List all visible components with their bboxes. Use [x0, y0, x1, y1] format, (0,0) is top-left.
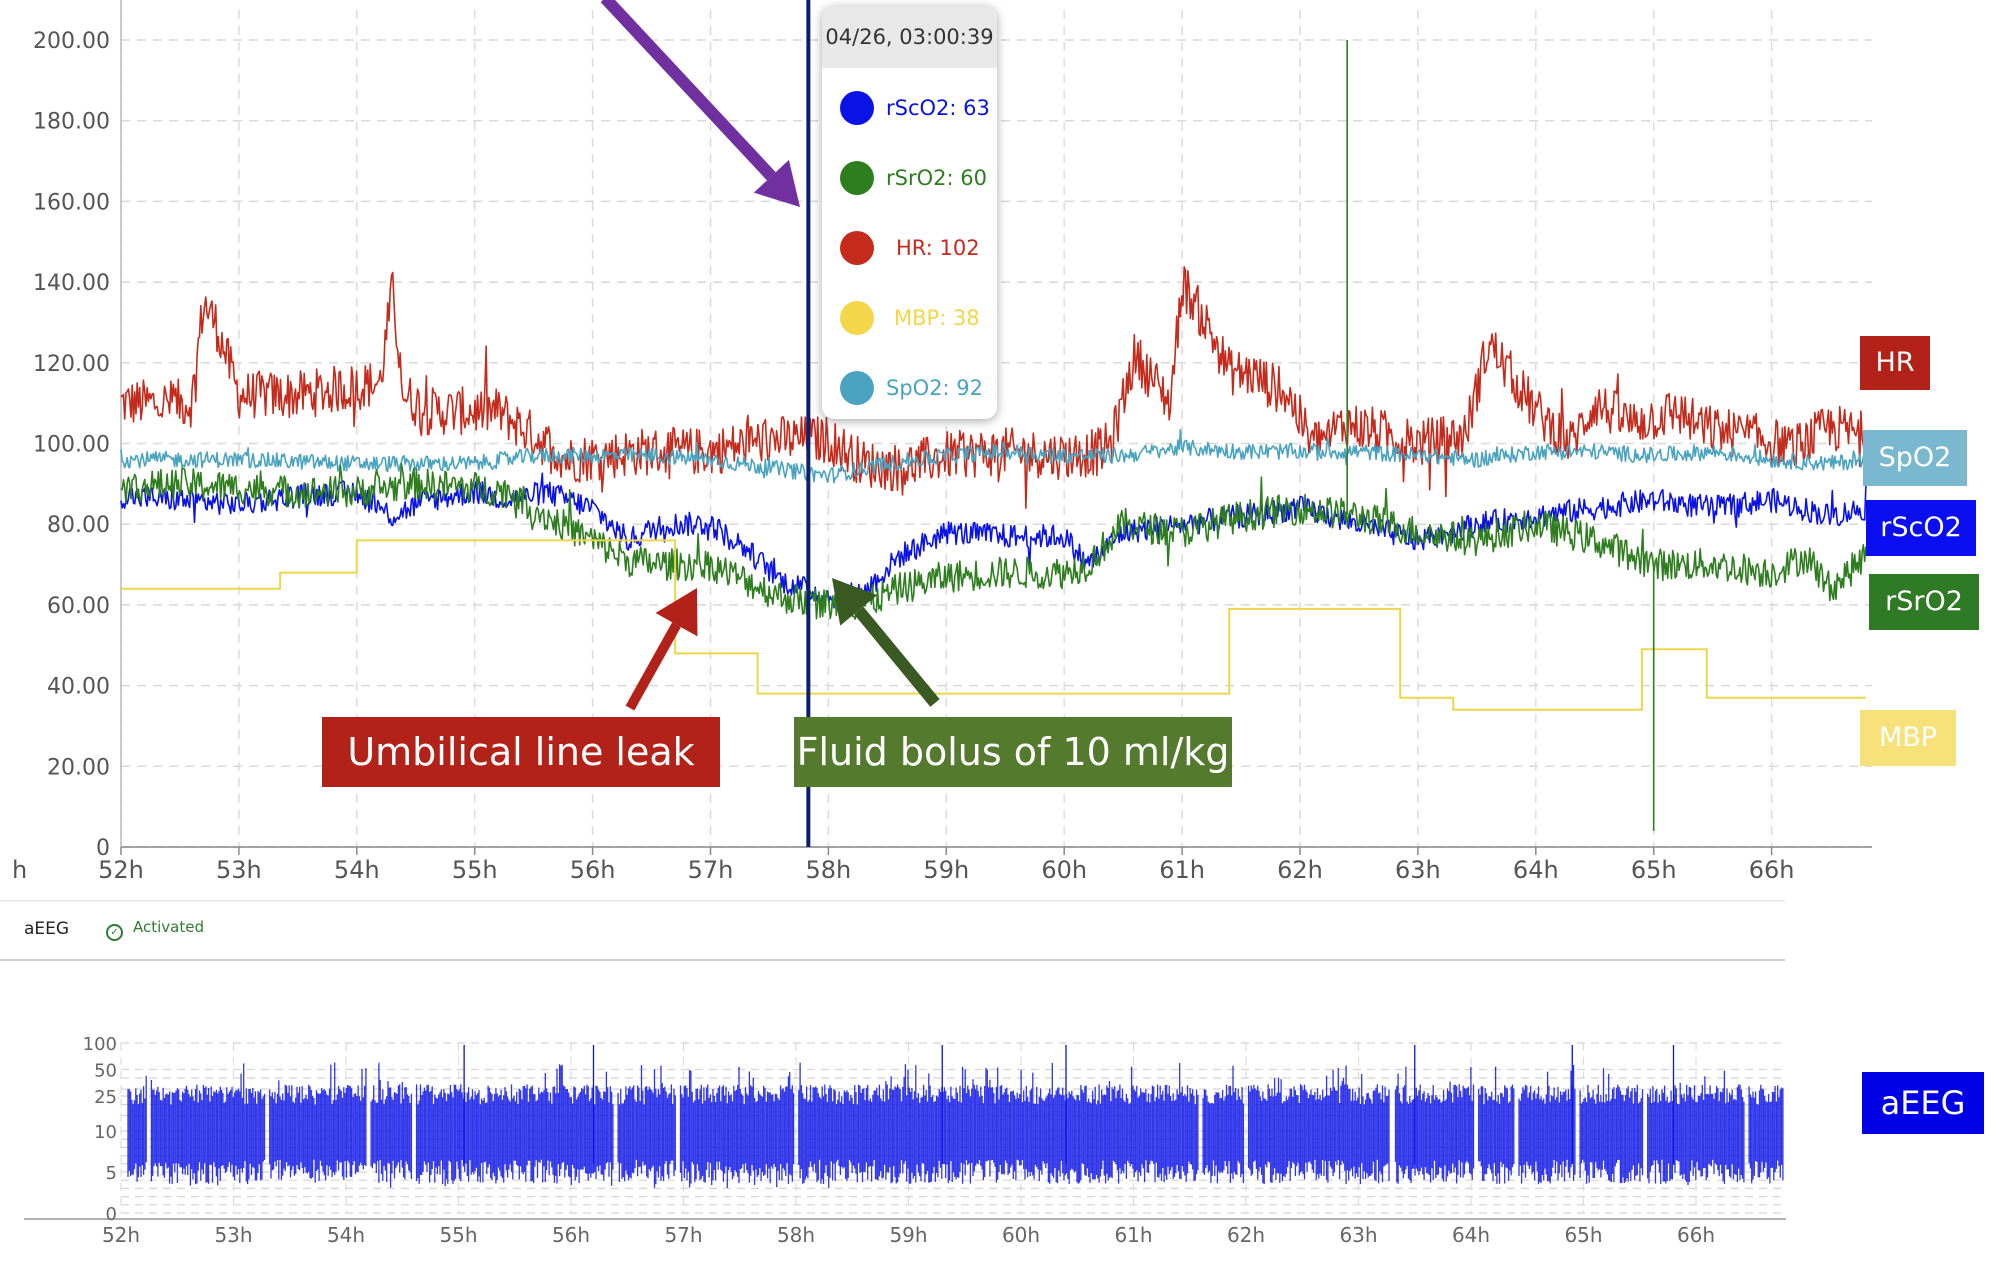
y-tick-label: 0	[96, 836, 110, 861]
green-arrow-shaft	[854, 606, 940, 707]
y-tick-label: 140.00	[33, 271, 110, 296]
aeeg-panel-title: aEEG	[24, 919, 70, 939]
x-tick-label: 58h	[806, 856, 852, 884]
aeeg-chart: 0 5 10 25 50 100 52h 53h 54h 55h 56h 57h 58h 59h 60h 61…	[24, 1034, 1786, 1247]
aeeg-x-tick-label: 55h	[439, 1223, 477, 1247]
aeeg-x-tick-label: 59h	[889, 1223, 927, 1247]
aeeg-x-tick-label: 56h	[552, 1223, 590, 1247]
y-tick-label: 40.00	[47, 675, 110, 700]
x-tick-label: 66h	[1749, 856, 1795, 884]
rsro2-dot-icon	[840, 161, 874, 195]
y-tick-label: 200.00	[33, 29, 110, 54]
check-circle-icon: ✓	[106, 924, 123, 941]
x-tick-label: 56h	[570, 856, 616, 884]
aeeg-y-tick-label: 10	[94, 1122, 117, 1143]
rsco2-dot-icon	[840, 91, 874, 125]
aeeg-header-divider	[0, 900, 1785, 961]
x-tick-label: 62h	[1277, 856, 1323, 884]
y-tick-label: 60.00	[47, 594, 110, 619]
tooltip-timestamp: 04/26, 03:00:39	[822, 6, 997, 68]
main-series-lines	[120, 40, 1867, 831]
tooltip-label: HR: 102	[896, 236, 980, 260]
aeeg-x-tick-label: 66h	[1677, 1223, 1715, 1247]
aeeg-x-tick-label: 65h	[1564, 1223, 1602, 1247]
tooltip-label: SpO2: 92	[886, 376, 984, 400]
aeeg-x-tick-label: 58h	[777, 1223, 815, 1247]
series-line-rsco2	[120, 472, 1867, 611]
aeeg-y-tick-label: 100	[83, 1034, 117, 1055]
aeeg-status-badge: ✓ Activated	[106, 918, 204, 941]
series-line-mbp	[121, 539, 1866, 711]
main-chart: 0 20.00 40.00 60.00 80.00 100.00 120.00 140.00 1…	[12, 0, 1872, 884]
series-line-spo2	[120, 428, 1867, 484]
aeeg-x-tick-label: 61h	[1114, 1223, 1152, 1247]
aeeg-x-tick-label: 64h	[1452, 1223, 1490, 1247]
aeeg-x-tick-label: 63h	[1339, 1223, 1377, 1247]
purple-arrow-head	[753, 159, 800, 207]
annotation-arrows	[600, 0, 940, 711]
x-edge-label: h	[12, 856, 27, 884]
series-tag-aeeg[interactable]: aEEG	[1862, 1072, 1984, 1134]
annotation-fluid-bolus: Fluid bolus of 10 ml/kg	[794, 717, 1232, 787]
x-tick-label: 65h	[1631, 856, 1677, 884]
hover-tooltip: 04/26, 03:00:39 rScO2: 63 rSrO2: 60 HR: …	[822, 6, 997, 419]
aeeg-y-tick-label: 25	[94, 1087, 117, 1108]
series-line-rsro2	[120, 463, 1867, 622]
annotation-umbilical-leak: Umbilical line leak	[322, 717, 720, 787]
aeeg-x-tick-label: 53h	[214, 1223, 252, 1247]
x-tick-label: 55h	[452, 856, 498, 884]
x-tick-label: 52h	[98, 856, 144, 884]
x-tick-label: 60h	[1041, 856, 1087, 884]
x-tick-label: 57h	[688, 856, 734, 884]
series-line-hr	[120, 266, 1867, 509]
aeeg-trace	[127, 1044, 1784, 1188]
y-tick-label: 20.00	[47, 755, 110, 780]
y-tick-label: 120.00	[33, 352, 110, 377]
main-tick-labels: 0 20.00 40.00 60.00 80.00 100.00 120.00 140.00 1…	[12, 29, 1794, 884]
series-tag-rsco2[interactable]: rScO2	[1866, 500, 1976, 556]
purple-arrow-shaft	[600, 0, 776, 181]
aeeg-x-tick-label: 62h	[1227, 1223, 1265, 1247]
mbp-dot-icon	[840, 301, 874, 335]
tooltip-label: MBP: 38	[894, 306, 980, 330]
y-tick-label: 160.00	[33, 190, 110, 215]
hr-dot-icon	[840, 231, 874, 265]
aeeg-x-tick-label: 52h	[102, 1223, 140, 1247]
series-tag-spo2[interactable]: SpO2	[1863, 430, 1967, 486]
spo2-dot-icon	[840, 371, 874, 405]
aeeg-tick-labels: 0 5 10 25 50 100 52h 53h 54h 55h 56h 57h 58h 59h 60h 61…	[83, 1034, 1715, 1247]
main-gridlines	[120, 0, 1872, 848]
y-tick-label: 80.00	[47, 513, 110, 538]
tooltip-label: rSrO2: 60	[886, 166, 987, 190]
x-tick-label: 54h	[334, 856, 380, 884]
y-tick-label: 100.00	[33, 433, 110, 458]
aeeg-y-tick-label: 5	[106, 1163, 117, 1184]
x-tick-label: 61h	[1159, 856, 1205, 884]
x-tick-label: 53h	[216, 856, 262, 884]
x-tick-label: 59h	[923, 856, 969, 884]
aeeg-x-tick-label: 54h	[327, 1223, 365, 1247]
red-arrow-head	[655, 588, 698, 637]
series-tag-rsro2[interactable]: rSrO2	[1869, 574, 1979, 630]
series-tag-hr[interactable]: HR	[1860, 336, 1930, 390]
aeeg-y-tick-label: 0	[106, 1204, 117, 1225]
y-tick-label: 180.00	[33, 110, 110, 135]
x-tick-label: 63h	[1395, 856, 1441, 884]
green-arrow-head	[832, 578, 878, 626]
aeeg-x-tick-label: 57h	[664, 1223, 702, 1247]
aeeg-x-tick-label: 60h	[1002, 1223, 1040, 1247]
x-tick-label: 64h	[1513, 856, 1559, 884]
aeeg-status-text: Activated	[133, 918, 204, 936]
series-tag-mbp[interactable]: MBP	[1860, 710, 1956, 766]
tooltip-label: rScO2: 63	[886, 96, 990, 120]
aeeg-y-tick-label: 50	[94, 1060, 117, 1081]
red-arrow-shaft	[625, 622, 681, 711]
